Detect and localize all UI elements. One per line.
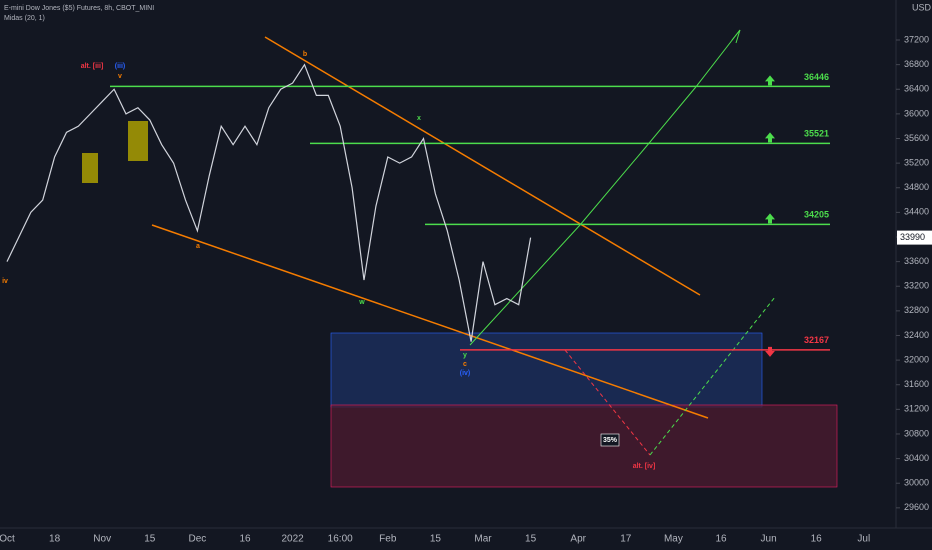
wave-label: w (358, 299, 365, 306)
x-tick-label: Feb (379, 534, 397, 545)
wave-label: (iv) (460, 370, 471, 377)
y-tick-label: 31600 (904, 379, 929, 389)
chart-title: E-mini Dow Jones ($5) Futures, 8h, CBOT_… (4, 5, 154, 12)
zone-box (330, 404, 838, 488)
y-tick-label: 36800 (904, 59, 929, 69)
x-tick-label: 16 (715, 534, 727, 545)
x-tick-label: Jun (761, 534, 777, 545)
arrow-head (731, 29, 741, 44)
y-tick-label: 33600 (904, 256, 929, 266)
y-tick-label: 37200 (904, 34, 929, 44)
y-tick-label: 30400 (904, 453, 929, 463)
y-tick-label: 30800 (904, 428, 929, 438)
x-tick-label: 15 (144, 534, 156, 545)
y-tick-label: 35600 (904, 133, 929, 143)
x-tick-label: 15 (525, 534, 537, 545)
level-label: 34205 (804, 210, 829, 220)
level-arrow (765, 75, 775, 86)
y-tick-label: 35200 (904, 157, 929, 167)
currency-label: USD (912, 2, 932, 12)
y-tick-label: 32800 (904, 305, 929, 315)
x-tick-label: Jul (857, 534, 870, 545)
y-tick-label: 29600 (904, 502, 929, 512)
y-tick-label: 33200 (904, 281, 929, 291)
y-tick-label: 34800 (904, 182, 929, 192)
x-tick-label: Apr (570, 534, 586, 545)
level-arrow (765, 132, 775, 143)
dashed-path (649, 296, 776, 456)
wave-label: v (118, 73, 122, 80)
price-tag (897, 230, 932, 245)
wave-label: alt. [iii] (81, 63, 104, 70)
x-tick-label: Dec (189, 534, 207, 545)
level-label: 36446 (804, 72, 829, 82)
x-tick-label: Nov (93, 534, 111, 545)
wave-label: (iii) (115, 63, 126, 70)
wave-label: b (303, 51, 307, 58)
y-tick-label: 32000 (904, 354, 929, 364)
wave-label: c (463, 361, 467, 368)
x-tick-label: 16 (239, 534, 251, 545)
level-label: 35521 (804, 129, 829, 139)
channel-line (264, 36, 701, 296)
wave-label: alt. [iv] (633, 463, 656, 470)
channel-line (151, 224, 709, 419)
y-tick-label: 30000 (904, 478, 929, 488)
wave-label: iv (2, 278, 8, 285)
y-tick-label: 32400 (904, 330, 929, 340)
wave-label: x (417, 115, 421, 122)
wave-label: y (463, 352, 467, 359)
x-tick-label: Oct (0, 534, 15, 545)
y-tick-label: 36000 (904, 108, 929, 118)
x-tick-label: 17 (620, 534, 632, 545)
x-tick-label: 16:00 (328, 534, 353, 545)
level-arrow (765, 213, 775, 224)
y-tick-label: 34400 (904, 207, 929, 217)
x-tick-label: 18 (49, 534, 61, 545)
level-arrow (765, 346, 775, 357)
x-tick-label: 16 (811, 534, 823, 545)
highlight-box (128, 121, 148, 161)
x-tick-label: May (664, 534, 683, 545)
dashed-path (564, 349, 651, 456)
highlight-box (82, 153, 98, 183)
wave-label: 35% (603, 437, 618, 444)
price-line (6, 63, 532, 342)
y-tick-label: 36400 (904, 84, 929, 94)
price-tag-label: 33990 (900, 232, 925, 242)
level-label: 32167 (804, 335, 829, 345)
wave-label: a (196, 243, 200, 250)
x-tick-label: Mar (474, 534, 492, 545)
x-tick-label: 2022 (281, 534, 304, 545)
indicator-label: Midas (20, 1) (4, 15, 45, 22)
badge (600, 433, 620, 447)
y-tick-label: 31200 (904, 404, 929, 414)
zone-box (330, 332, 763, 408)
x-tick-label: 15 (430, 534, 442, 545)
projection-arrow (469, 29, 741, 346)
